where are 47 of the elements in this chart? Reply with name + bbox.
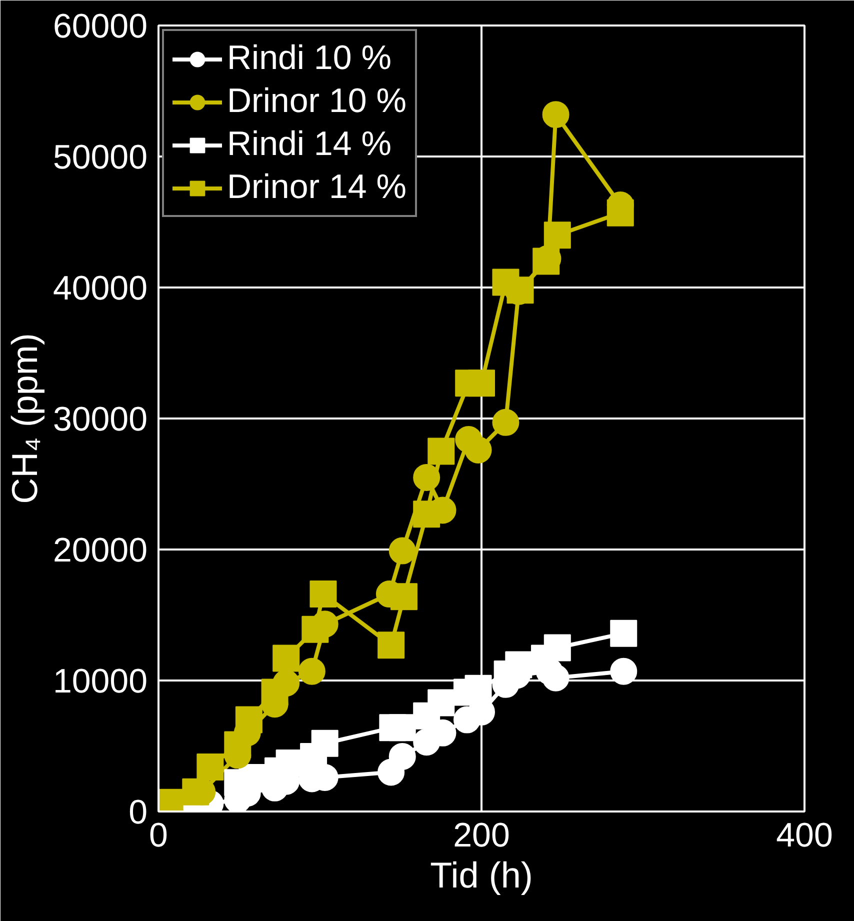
point — [544, 222, 571, 249]
legend-label: Rindi 14 % — [227, 125, 392, 164]
point — [464, 436, 492, 464]
y-tick-label: 0 — [128, 794, 148, 832]
point — [532, 248, 560, 275]
legend-label: Rindi 10 % — [227, 39, 392, 78]
point — [276, 750, 303, 777]
point — [428, 689, 455, 716]
point — [464, 674, 492, 702]
point — [542, 101, 570, 128]
legend-label: Drinor 14 % — [227, 168, 407, 207]
point — [388, 743, 416, 770]
point — [390, 583, 418, 610]
point — [544, 634, 571, 662]
point — [311, 730, 338, 757]
y-tick-label: 40000 — [52, 270, 148, 308]
point — [224, 731, 252, 758]
x-axis-title: Tid (h) — [430, 854, 533, 896]
point — [238, 764, 266, 791]
point — [182, 778, 210, 806]
point — [468, 370, 495, 397]
point — [196, 753, 224, 780]
point — [388, 714, 416, 742]
point — [235, 706, 262, 734]
point — [492, 408, 520, 436]
y-tick-label: 20000 — [52, 532, 148, 570]
point — [261, 678, 288, 706]
point — [310, 580, 337, 608]
point — [378, 632, 405, 659]
y-tick-label: 30000 — [52, 400, 148, 438]
y-tick-label: 50000 — [52, 138, 148, 176]
point — [413, 500, 440, 528]
point — [272, 644, 300, 672]
y-tick-label: 10000 — [52, 662, 148, 700]
point — [302, 616, 329, 643]
point — [610, 658, 638, 685]
point — [428, 438, 455, 465]
x-tick-label: 400 — [776, 816, 833, 854]
point — [413, 464, 440, 491]
point — [298, 658, 326, 685]
point — [606, 199, 634, 226]
point — [610, 620, 638, 647]
x-tick-label: 200 — [453, 816, 510, 854]
point — [388, 537, 416, 564]
y-tick-label: 60000 — [52, 8, 148, 46]
legend-label: Drinor 10 % — [227, 82, 407, 121]
y-axis-title: CH₄ (ppm) — [4, 333, 45, 504]
